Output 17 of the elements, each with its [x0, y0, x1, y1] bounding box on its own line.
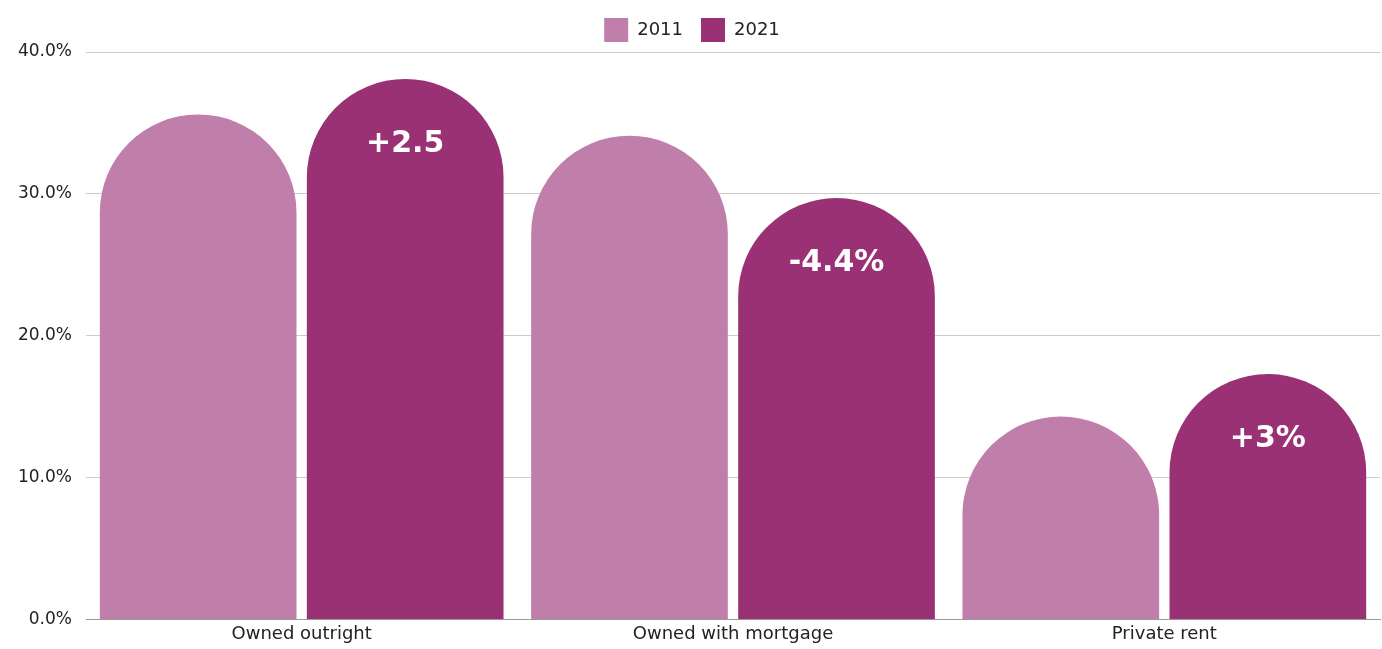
y-tick-label: 0.0%	[28, 607, 72, 628]
legend-label: 2021	[734, 17, 780, 39]
annotation: -4.4%	[788, 242, 885, 278]
bar	[99, 114, 297, 619]
y-tick-label: 10.0%	[17, 465, 72, 486]
x-tick-label: Owned outright	[231, 621, 372, 643]
annotation: +3%	[1229, 418, 1306, 454]
x-tick-label: Private rent	[1111, 621, 1217, 643]
y-tick-label: 20.0%	[17, 324, 72, 345]
bar	[306, 78, 504, 619]
y-tick-label: 30.0%	[17, 182, 72, 203]
annotation: +2.5	[366, 123, 445, 159]
bar	[738, 198, 935, 619]
x-tick-label: Owned with mortgage	[632, 621, 834, 643]
bar	[531, 135, 728, 619]
legend-label: 2011	[637, 17, 683, 39]
y-tick-label: 40.0%	[17, 40, 72, 61]
